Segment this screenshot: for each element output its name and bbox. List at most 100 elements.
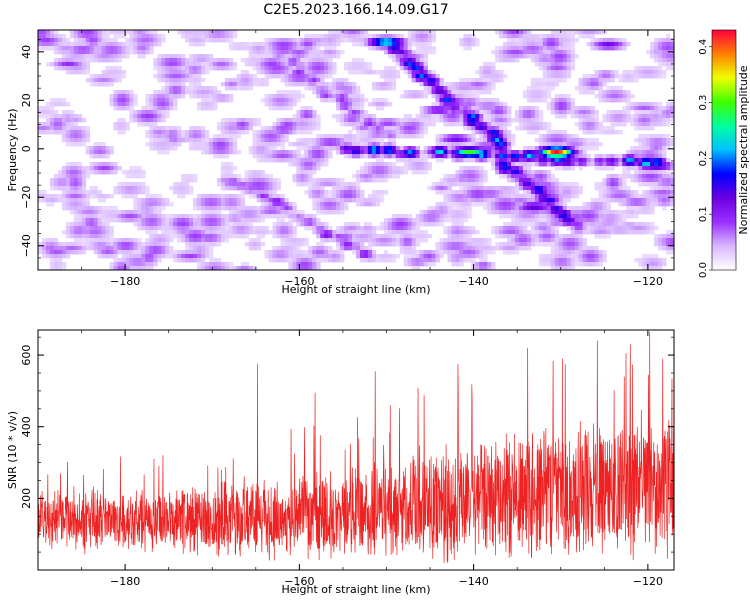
heatmap-cell	[391, 86, 397, 91]
heatmap-cell	[566, 158, 572, 163]
heatmap-cell	[193, 138, 198, 143]
heatmap-cell	[316, 226, 321, 231]
heatmap-cell	[177, 186, 182, 191]
heatmap-cell	[590, 162, 595, 167]
heatmap-cell	[312, 150, 317, 155]
heatmap-cell	[61, 114, 67, 119]
heatmap-cell	[562, 202, 568, 207]
heatmap-cell	[65, 226, 71, 231]
heatmap-cell	[550, 82, 556, 87]
heatmap-cell	[336, 90, 341, 95]
heatmap-cell	[356, 198, 361, 203]
heatmap-cell	[379, 70, 385, 75]
heatmap-cell	[598, 142, 603, 147]
heatmap-cell	[590, 90, 595, 95]
heatmap-cell	[554, 162, 560, 167]
heatmap-cell	[248, 190, 254, 195]
heatmap-cell	[133, 170, 138, 175]
heatmap-cell	[157, 198, 162, 203]
heatmap-cell	[348, 30, 353, 35]
heatmap-cell	[38, 46, 43, 51]
heatmap-cell	[284, 226, 289, 231]
heatmap-cell	[423, 166, 428, 171]
heatmap-cell	[538, 66, 544, 71]
heatmap-cell	[344, 222, 349, 227]
heatmap-cell	[503, 138, 508, 143]
heatmap-cell	[244, 174, 250, 179]
heatmap-cell	[208, 138, 214, 143]
heatmap-cell	[73, 30, 79, 35]
heatmap-cell	[272, 62, 277, 67]
heatmap-cell	[522, 190, 528, 195]
heatmap-cell	[487, 150, 492, 155]
heatmap-cell	[264, 62, 269, 67]
heatmap-cell	[371, 166, 377, 171]
heatmap-cell	[204, 222, 210, 227]
heatmap-cell	[566, 30, 572, 35]
heatmap-cell	[344, 146, 349, 151]
heatmap-cell	[197, 126, 202, 131]
heatmap-cell	[582, 126, 587, 131]
heatmap-cell	[447, 102, 452, 107]
heatmap-cell	[662, 182, 667, 187]
heatmap-cell	[340, 138, 345, 143]
heatmap-cell	[125, 38, 130, 43]
heatmap-cell	[515, 126, 520, 131]
heatmap-cell	[97, 42, 103, 47]
heatmap-cell	[403, 226, 409, 231]
heatmap-cell	[395, 50, 401, 55]
heatmap-cell	[439, 110, 444, 115]
heatmap-cell	[570, 54, 576, 59]
heatmap-cell	[109, 66, 114, 71]
heatmap-cell	[304, 118, 309, 123]
heatmap-cell	[467, 194, 472, 199]
heatmap-cell	[125, 98, 130, 103]
heatmap-cell	[312, 214, 317, 219]
heatmap-cell	[570, 166, 576, 171]
heatmap-cell	[534, 38, 540, 43]
heatmap-cell	[598, 90, 603, 95]
heatmap-cell	[276, 98, 281, 103]
heatmap-cell	[622, 166, 627, 171]
heatmap-cell	[503, 162, 508, 167]
heatmap-cell	[304, 110, 309, 115]
heatmap-cell	[133, 190, 138, 195]
heatmap-cell	[145, 122, 150, 127]
heatmap-cell	[670, 102, 674, 107]
heatmap-cell	[614, 194, 619, 199]
heatmap-cell	[499, 138, 504, 143]
heatmap-cell	[328, 94, 333, 99]
heatmap-cell	[216, 34, 222, 39]
heatmap-cell	[117, 78, 122, 83]
heatmap-cell	[284, 50, 289, 55]
heatmap-cell	[352, 190, 357, 195]
heatmap-cell	[670, 174, 674, 179]
heatmap-cell	[117, 186, 122, 191]
heatmap-cell	[638, 162, 643, 167]
heatmap-cell	[467, 210, 472, 215]
heatmap-cell	[276, 226, 281, 231]
heatmap-cell	[336, 202, 341, 207]
heatmap-cell	[256, 122, 262, 127]
heatmap-cell	[550, 162, 556, 167]
heatmap-cell	[113, 162, 118, 167]
heatmap-cell	[85, 70, 91, 75]
heatmap-cell	[670, 38, 674, 43]
heatmap-cell	[308, 122, 313, 127]
heatmap-cell	[427, 46, 432, 51]
heatmap-cell	[232, 178, 238, 183]
heatmap-cell	[125, 210, 130, 215]
heatmap-cell	[268, 206, 273, 211]
heatmap-cell	[328, 138, 333, 143]
heatmap-cell	[554, 198, 560, 203]
heatmap-cell	[232, 130, 238, 135]
heatmap-cell	[129, 190, 134, 195]
heatmap-cell	[363, 150, 369, 155]
heatmap-cell	[169, 70, 174, 75]
heatmap-cell	[582, 138, 587, 143]
heatmap-cell	[308, 114, 313, 119]
heatmap-cell	[240, 222, 246, 227]
heatmap-cell	[181, 30, 186, 35]
heatmap-cell	[534, 46, 540, 51]
heatmap-cell	[336, 182, 341, 187]
